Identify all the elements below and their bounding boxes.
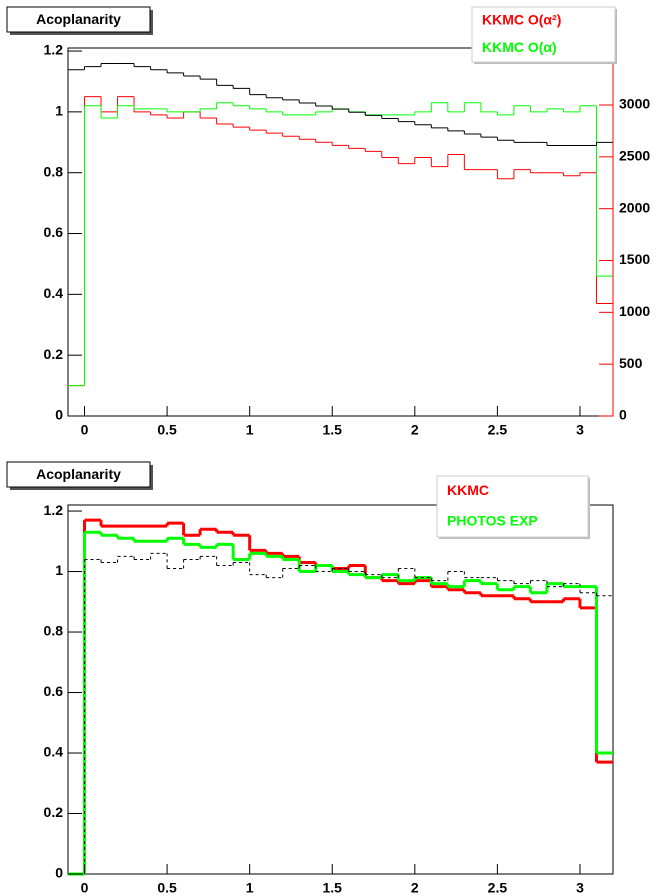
y-tick-label: 0	[55, 407, 63, 423]
plot-frame	[67, 47, 614, 417]
y-tick-label: 1.2	[44, 502, 64, 518]
y-tick-label: 0.2	[44, 804, 64, 820]
y-tick-label: 0.2	[44, 346, 64, 362]
x-tick-label: 2	[411, 880, 419, 896]
y-tick-label: 0.4	[44, 744, 64, 760]
legend-entry: KKMC O(α)	[482, 39, 557, 55]
chart-title: Acoplanarity	[36, 466, 121, 482]
legend-entry: KKMC	[447, 482, 489, 498]
y-tick-label: 0.6	[44, 683, 64, 699]
legend-entry: KKMC O(α²)	[482, 11, 561, 27]
x-tick-label: 3	[576, 422, 584, 438]
x-tick-label: 0.5	[157, 422, 177, 438]
title-box	[6, 6, 151, 33]
y-tick-label: 0.4	[44, 285, 64, 301]
plot-frame	[67, 504, 614, 875]
y-tick-label: 1.2	[44, 42, 64, 58]
legend-box	[471, 6, 616, 63]
legend-entry: PHOTOS EXP	[447, 512, 538, 528]
y-tick-label: 1	[55, 562, 63, 578]
x-tick-label: 0.5	[157, 880, 177, 896]
y2-tick-label: 1500	[619, 251, 650, 267]
y2-tick-label: 3000	[619, 96, 650, 112]
legend-box	[436, 475, 589, 538]
y2-tick-label: 1000	[619, 303, 650, 319]
y-tick-label: 1	[55, 103, 63, 119]
y-tick-label: 0.8	[44, 163, 64, 179]
x-tick-label: 3	[576, 880, 584, 896]
y2-tick-label: 2000	[619, 199, 650, 215]
x-tick-label: 1	[246, 880, 254, 896]
x-tick-label: 2	[411, 422, 419, 438]
x-tick-label: 2.5	[488, 880, 508, 896]
y-tick-label: 0	[55, 865, 63, 881]
x-tick-label: 1.5	[323, 880, 343, 896]
x-tick-label: 0	[81, 422, 89, 438]
chart-title: Acoplanarity	[36, 11, 121, 27]
x-tick-label: 1.5	[323, 422, 343, 438]
x-tick-label: 1	[246, 422, 254, 438]
y-tick-label: 0.6	[44, 224, 64, 240]
x-tick-label: 2.5	[488, 422, 508, 438]
y2-tick-label: 2500	[619, 148, 650, 164]
title-box	[6, 461, 151, 488]
y2-tick-label: 500	[619, 355, 643, 371]
y2-tick-label: 0	[619, 407, 627, 423]
x-tick-label: 0	[81, 880, 89, 896]
y-tick-label: 0.8	[44, 623, 64, 639]
